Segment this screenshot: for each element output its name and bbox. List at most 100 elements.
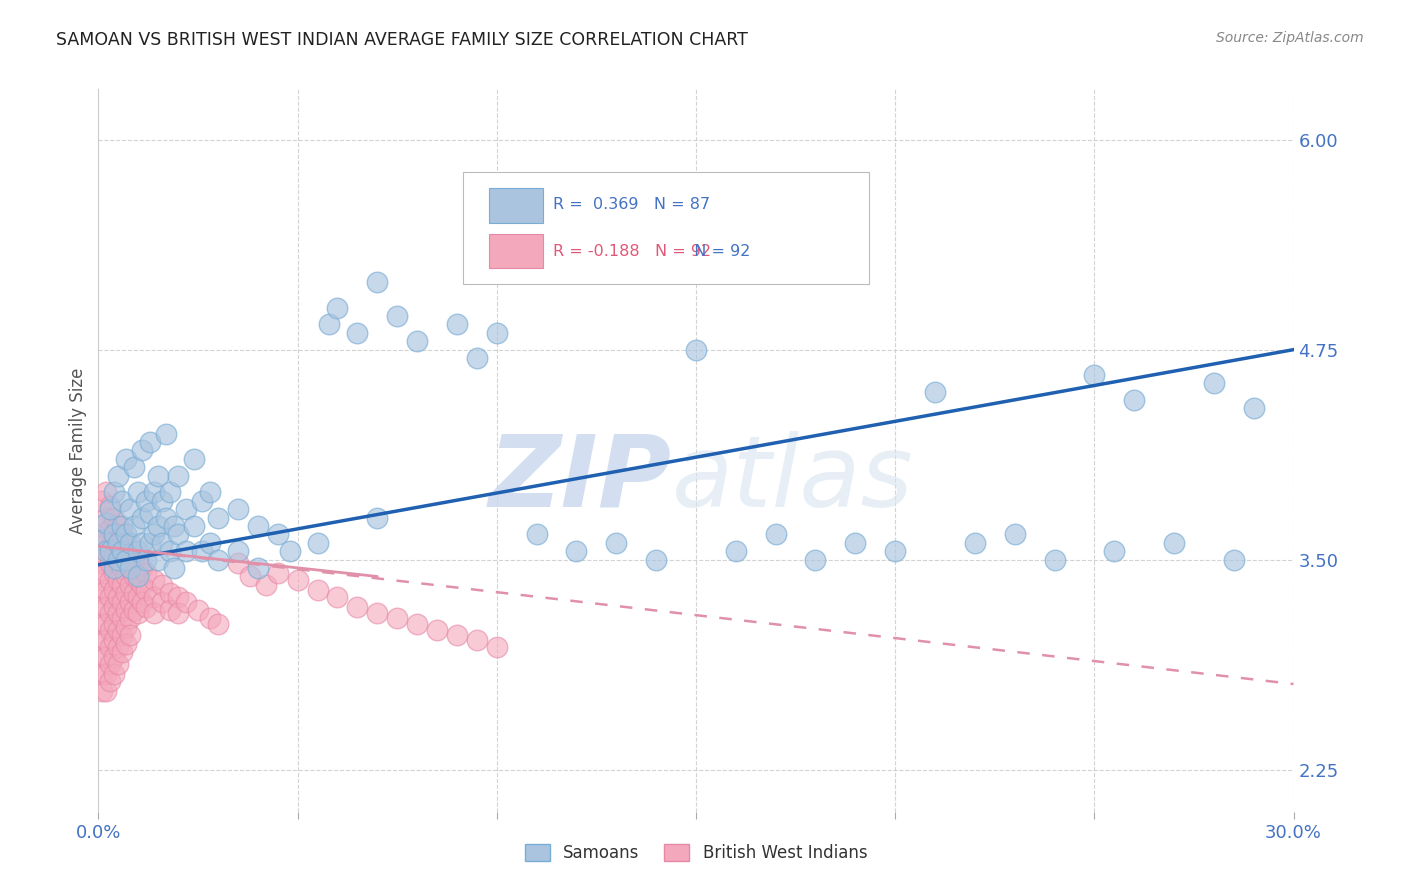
- Y-axis label: Average Family Size: Average Family Size: [69, 368, 87, 533]
- Point: [326, 301, 349, 315]
- Point: [278, 544, 301, 558]
- Point: [426, 624, 449, 638]
- Point: [96, 566, 118, 581]
- Point: [127, 485, 149, 500]
- Point: [307, 536, 329, 550]
- Point: [246, 519, 269, 533]
- Point: [127, 544, 149, 558]
- Point: [96, 510, 118, 524]
- Point: [103, 616, 125, 631]
- Point: [685, 343, 707, 357]
- Point: [124, 519, 146, 533]
- Point: [1043, 552, 1066, 566]
- Point: [485, 640, 508, 654]
- Point: [107, 573, 129, 587]
- Point: [191, 494, 214, 508]
- Point: [167, 607, 190, 621]
- Point: [446, 628, 468, 642]
- Point: [226, 502, 249, 516]
- Point: [98, 539, 122, 553]
- Point: [485, 326, 508, 340]
- Text: R = -0.188   N = 92: R = -0.188 N = 92: [553, 244, 710, 260]
- Point: [103, 561, 125, 575]
- Point: [120, 561, 142, 575]
- Point: [1104, 544, 1126, 558]
- Point: [198, 485, 221, 500]
- Point: [191, 544, 214, 558]
- Point: [98, 640, 122, 654]
- Text: SAMOAN VS BRITISH WEST INDIAN AVERAGE FAMILY SIZE CORRELATION CHART: SAMOAN VS BRITISH WEST INDIAN AVERAGE FA…: [56, 31, 748, 49]
- Point: [884, 544, 907, 558]
- Text: ZIP: ZIP: [489, 431, 672, 528]
- Point: [107, 607, 129, 621]
- Point: [163, 519, 186, 533]
- Point: [107, 657, 129, 671]
- Point: [346, 326, 368, 340]
- Point: [127, 569, 149, 583]
- Point: [239, 569, 262, 583]
- Point: [465, 351, 488, 365]
- Point: [115, 637, 138, 651]
- Point: [124, 569, 146, 583]
- Point: [91, 599, 114, 614]
- Point: [207, 510, 229, 524]
- Point: [96, 485, 118, 500]
- Point: [107, 519, 129, 533]
- Point: [366, 510, 388, 524]
- Point: [226, 544, 249, 558]
- Point: [207, 552, 229, 566]
- Point: [120, 611, 142, 625]
- Point: [107, 468, 129, 483]
- Point: [1123, 392, 1146, 407]
- Point: [406, 616, 429, 631]
- Point: [326, 590, 349, 604]
- Point: [107, 624, 129, 638]
- Point: [115, 620, 138, 634]
- Point: [183, 519, 205, 533]
- Point: [91, 539, 114, 553]
- Point: [131, 561, 153, 575]
- Point: [159, 586, 181, 600]
- Point: [605, 536, 627, 550]
- Point: [98, 590, 122, 604]
- Point: [96, 582, 118, 597]
- Point: [198, 536, 221, 550]
- Point: [267, 566, 290, 581]
- Point: [765, 527, 787, 541]
- Point: [565, 544, 588, 558]
- Point: [135, 552, 157, 566]
- Point: [91, 667, 114, 681]
- Point: [98, 657, 122, 671]
- Point: [143, 527, 166, 541]
- Point: [150, 578, 173, 592]
- Point: [150, 595, 173, 609]
- Point: [135, 582, 157, 597]
- Point: [111, 519, 134, 533]
- Point: [120, 561, 142, 575]
- Text: atlas: atlas: [672, 431, 914, 528]
- Point: [103, 510, 125, 524]
- Point: [111, 494, 134, 508]
- Point: [143, 590, 166, 604]
- Point: [139, 506, 162, 520]
- Point: [98, 556, 122, 570]
- Point: [143, 573, 166, 587]
- Point: [139, 536, 162, 550]
- Point: [187, 603, 209, 617]
- Point: [107, 552, 129, 566]
- Point: [103, 533, 125, 547]
- Point: [120, 628, 142, 642]
- Point: [98, 499, 122, 513]
- Point: [1202, 376, 1225, 391]
- Point: [131, 510, 153, 524]
- Point: [406, 334, 429, 349]
- Point: [103, 566, 125, 581]
- Point: [127, 607, 149, 621]
- Point: [159, 603, 181, 617]
- Point: [91, 533, 114, 547]
- Point: [91, 633, 114, 648]
- Point: [135, 494, 157, 508]
- Point: [91, 573, 114, 587]
- Point: [107, 556, 129, 570]
- Point: [174, 544, 197, 558]
